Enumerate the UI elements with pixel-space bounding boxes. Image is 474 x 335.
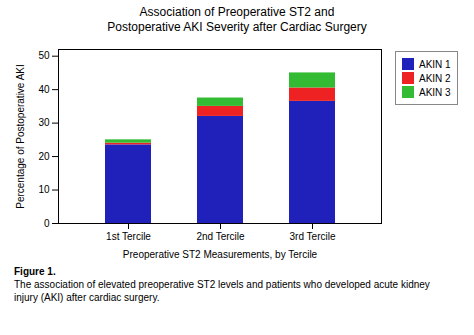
- svg-text:40: 40: [38, 84, 50, 95]
- svg-text:30: 30: [38, 117, 50, 128]
- svg-text:3rd Tercile: 3rd Tercile: [290, 231, 336, 242]
- svg-text:50: 50: [38, 50, 50, 61]
- svg-text:2nd Tercile: 2nd Tercile: [196, 231, 245, 242]
- svg-text:Preoperative ST2 Measurements,: Preoperative ST2 Measurements, by Tercil…: [123, 249, 318, 260]
- svg-text:20: 20: [38, 151, 50, 162]
- html-text:AKIN 1: AKIN 1: [419, 58, 451, 70]
- svg-text:Percentage of Postoperative AK: Percentage of Postoperative AKI: [15, 64, 26, 209]
- html-text:The association of elevated pr: The association of elevated preoperative…: [14, 279, 430, 303]
- svg-text:10: 10: [38, 184, 50, 195]
- html-text:AKIN 2: AKIN 2: [419, 72, 451, 84]
- html-text:Figure 1.: Figure 1.: [14, 266, 56, 277]
- html-text:Association of Preoperative ST: Association of Preoperative ST2 and Post…: [107, 5, 367, 34]
- html-text:AKIN 3: AKIN 3: [419, 86, 451, 98]
- svg-text:0: 0: [44, 218, 50, 229]
- svg-text:1st Tercile: 1st Tercile: [106, 231, 151, 242]
